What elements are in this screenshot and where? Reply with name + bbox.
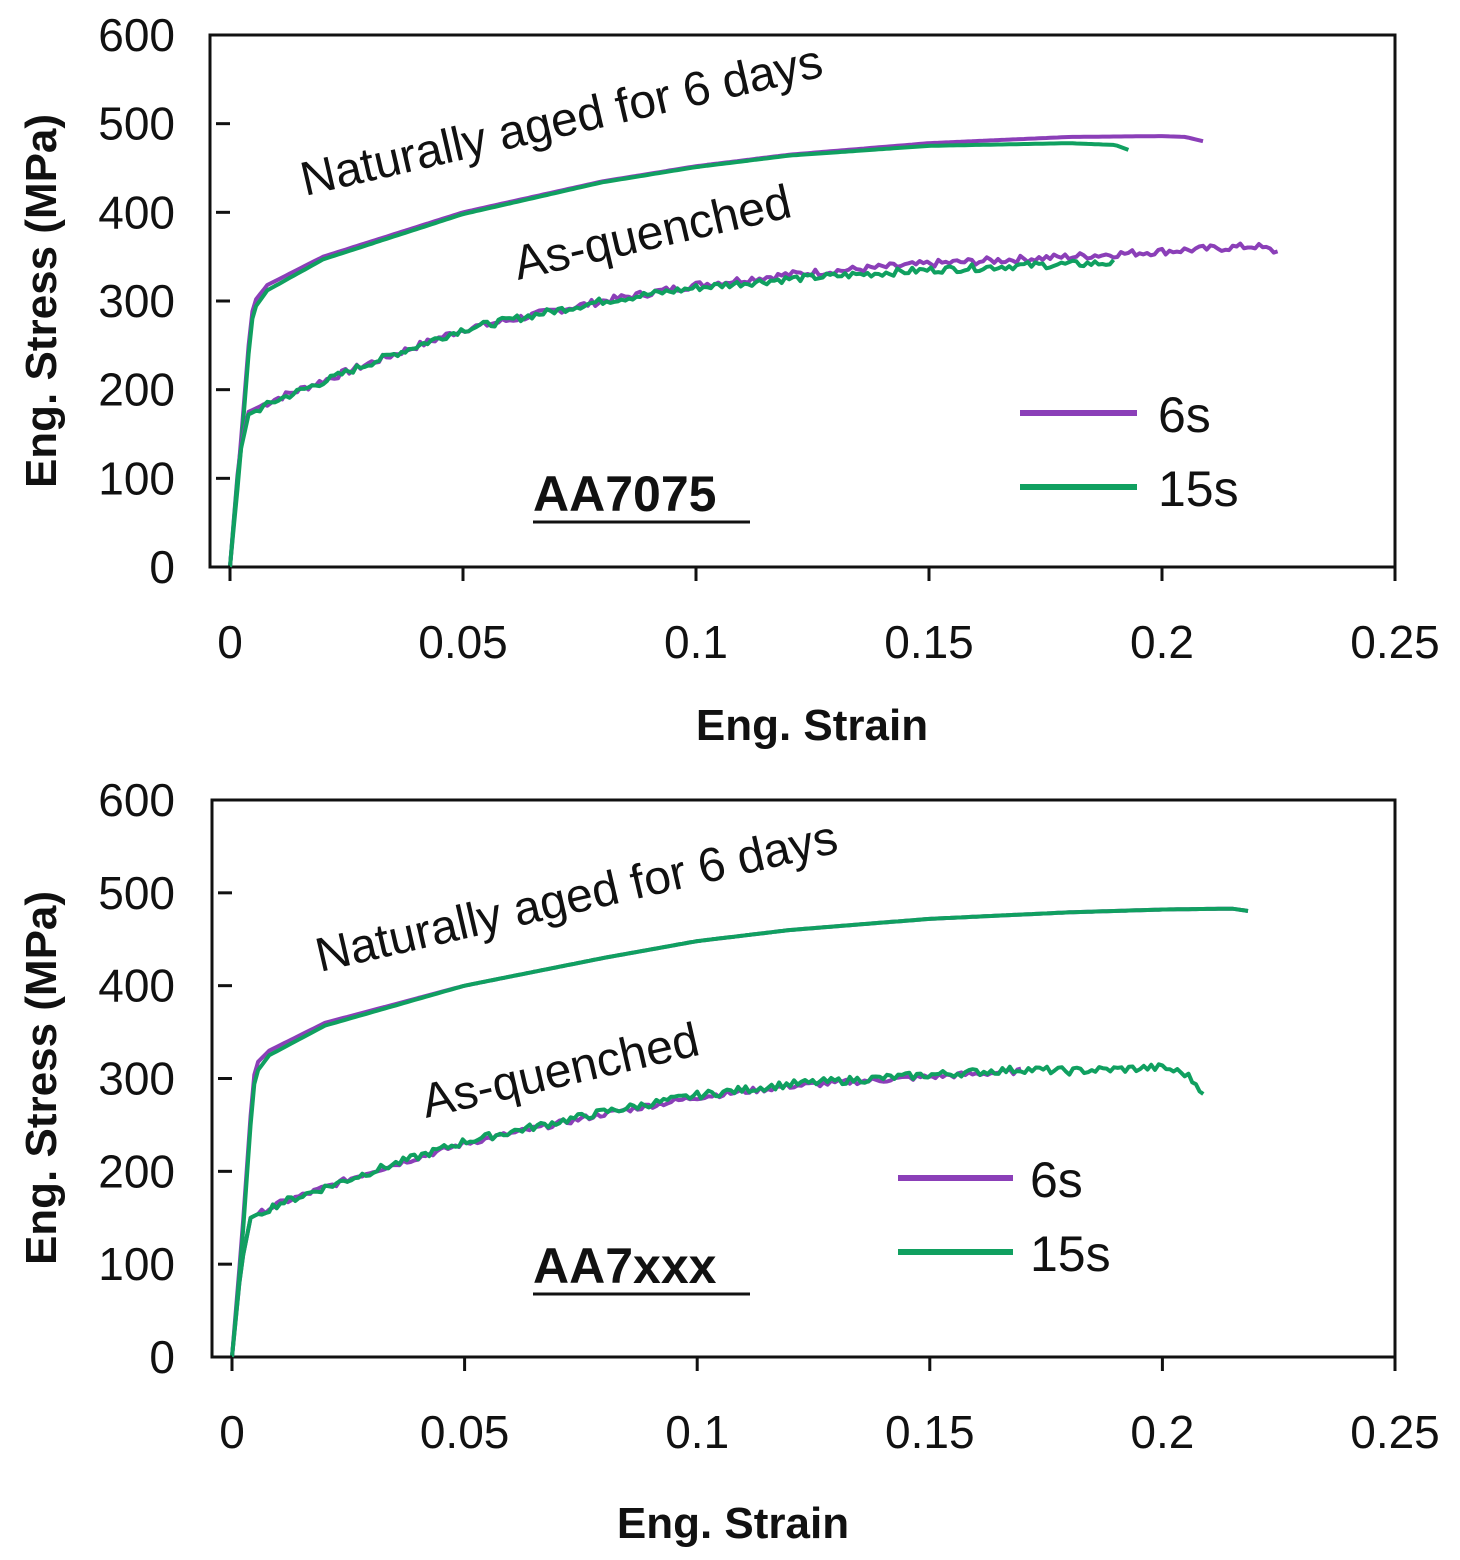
series-6s-as-quenched	[228, 241, 1279, 568]
plot-frame	[210, 798, 1397, 1359]
alloy-label: AA7xxx	[533, 1238, 717, 1294]
y-tick-label: 100	[98, 452, 175, 504]
x-axis-ticks: 0 0.05 0.1 0.15 0.2 0.25	[217, 567, 1440, 668]
annotation-naturally-aged: Naturally aged for 6 days	[296, 35, 828, 207]
legend-label-15s: 15s	[1158, 461, 1239, 517]
x-tick-label: 0.15	[884, 616, 974, 668]
x-axis-title: Eng. Strain	[617, 1499, 849, 1548]
series-6s-naturally-aged-for-6-days	[230, 906, 1249, 1358]
legend: 6s 15s	[898, 1152, 1111, 1282]
y-axis-ticks: 0 100 200 300 400 500 600	[98, 9, 230, 593]
series-layer	[228, 134, 1279, 568]
x-axis-ticks: 0 0.05 0.1 0.15 0.2 0.25	[219, 1357, 1440, 1458]
legend-label-15s: 15s	[1030, 1226, 1111, 1282]
series-15s-as-quenched	[228, 258, 1116, 568]
x-tick-label: 0.2	[1130, 616, 1194, 668]
y-axis-title: Eng. Stress (MPa)	[17, 891, 66, 1265]
y-tick-label: 300	[98, 1053, 175, 1105]
y-tick-label: 500	[98, 98, 175, 150]
series-layer	[230, 906, 1249, 1358]
x-tick-label: 0.1	[665, 1406, 729, 1458]
x-tick-label: 0.25	[1350, 1406, 1440, 1458]
y-tick-label: 600	[98, 774, 175, 826]
x-tick-label: 0.1	[664, 616, 728, 668]
x-tick-label: 0	[219, 1406, 245, 1458]
y-tick-label: 0	[149, 1331, 175, 1383]
annotation-naturally-aged: Naturally aged for 6 days	[311, 811, 843, 983]
series-6s-as-quenched	[230, 1066, 1022, 1358]
x-tick-label: 0.05	[420, 1406, 510, 1458]
y-axis-title: Eng. Stress (MPa)	[17, 114, 66, 488]
x-axis-title: Eng. Strain	[696, 701, 928, 750]
series-15s-as-quenched	[230, 1062, 1205, 1358]
legend-label-6s: 6s	[1158, 387, 1211, 443]
y-tick-label: 100	[98, 1238, 175, 1290]
legend: 6s 15s	[1020, 387, 1239, 517]
legend-label-6s: 6s	[1030, 1152, 1083, 1208]
x-tick-label: 0.15	[885, 1406, 975, 1458]
y-tick-label: 400	[98, 186, 175, 238]
y-tick-label: 200	[98, 1145, 175, 1197]
annotation-as-quenched: As-quenched	[417, 1013, 705, 1128]
x-tick-label: 0.2	[1130, 1406, 1194, 1458]
x-tick-label: 0.25	[1350, 616, 1440, 668]
x-tick-label: 0	[217, 616, 243, 668]
series-15s-naturally-aged-for-6-days	[228, 141, 1130, 568]
x-tick-label: 0.05	[418, 616, 508, 668]
y-tick-label: 600	[98, 9, 175, 61]
y-tick-label: 500	[98, 867, 175, 919]
y-tick-label: 0	[149, 541, 175, 593]
plot-frame	[208, 33, 1397, 569]
y-tick-label: 300	[98, 275, 175, 327]
series-15s-naturally-aged-for-6-days	[230, 906, 1249, 1358]
alloy-label: AA7075	[533, 466, 716, 522]
y-tick-label: 400	[98, 960, 175, 1012]
y-tick-label: 200	[98, 364, 175, 416]
y-axis-ticks: 0 100 200 300 400 500 600	[98, 774, 232, 1383]
